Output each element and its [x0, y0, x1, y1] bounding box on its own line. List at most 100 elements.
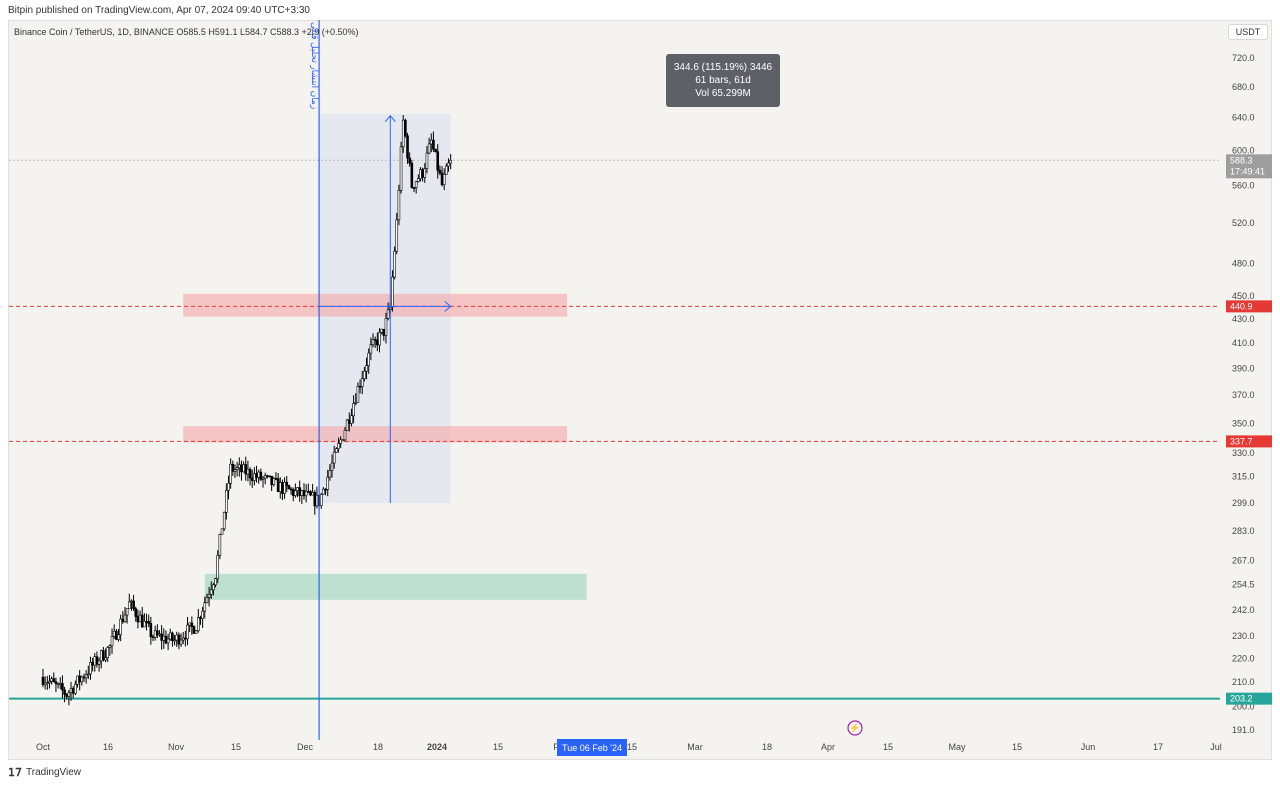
candle-body — [166, 638, 170, 644]
candle-body — [281, 482, 284, 494]
x-tick-label: 15 — [627, 742, 637, 752]
candle-body — [123, 614, 127, 623]
footer: 𝟣𝟩 TradingView — [8, 766, 81, 779]
candle-body — [106, 647, 110, 659]
y-tick-label: 520.0 — [1232, 218, 1255, 228]
candle-body — [171, 632, 174, 641]
candle-body — [421, 169, 424, 178]
y-tick-label: 200.0 — [1232, 702, 1255, 712]
y-tick-label: 450.0 — [1232, 291, 1255, 301]
candle-body — [447, 162, 450, 167]
candle-body — [112, 630, 116, 637]
candle-body — [48, 680, 51, 684]
candle-body — [285, 481, 289, 486]
candle-body — [229, 463, 232, 484]
candle-body — [136, 616, 140, 623]
price-badge-value: 203.2 — [1230, 694, 1253, 704]
candle-body — [108, 645, 112, 648]
candle-body — [378, 332, 381, 346]
y-tick-label: 330.0 — [1232, 448, 1255, 458]
candle-body — [97, 660, 101, 665]
candle-body — [41, 676, 45, 685]
candle-body — [384, 318, 388, 336]
candle-body — [259, 471, 263, 480]
candle-body — [442, 174, 446, 186]
currency-button[interactable]: USDT — [1228, 24, 1268, 40]
x-tick-label: May — [948, 742, 966, 752]
candle-body — [386, 309, 390, 319]
resistance-zone-1 — [183, 426, 568, 443]
candle-body — [414, 181, 418, 188]
candle-body — [179, 639, 183, 645]
candle-body — [266, 475, 269, 477]
support-zone-2 — [204, 573, 587, 600]
price-badge-value: 440.9 — [1230, 301, 1253, 311]
candle-body — [294, 490, 297, 496]
candle-body — [80, 676, 84, 683]
candle-body — [175, 634, 179, 641]
candle-body — [408, 157, 411, 164]
price-badge-value: 337.7 — [1230, 436, 1253, 446]
candle-body — [257, 471, 261, 478]
candle-body — [56, 683, 60, 685]
chart-frame[interactable] — [8, 20, 1272, 760]
candle-body — [412, 187, 416, 189]
candle-body — [319, 493, 323, 507]
candle-body — [352, 403, 355, 417]
candle-body — [261, 477, 265, 480]
candle-body — [274, 478, 278, 480]
candle-body — [401, 119, 405, 148]
candle-body — [270, 475, 273, 486]
candle-body — [63, 689, 66, 695]
measure-arrow-right-head — [444, 300, 452, 312]
candle-body — [158, 633, 161, 636]
lightning-icon — [847, 720, 863, 736]
candle-body — [246, 469, 250, 475]
y-tick-label: 210.0 — [1232, 677, 1255, 687]
candle-body — [326, 476, 330, 490]
candle-body — [371, 339, 375, 346]
x-tick-label: 18 — [373, 742, 383, 752]
y-tick-label: 410.0 — [1232, 338, 1255, 348]
candle-body — [61, 683, 64, 691]
x-tick-label: Mar — [687, 742, 703, 752]
candle-body — [84, 674, 88, 679]
candle-body — [222, 512, 226, 530]
lightning-glyph: ⚡ — [849, 722, 860, 734]
candle-body — [242, 464, 245, 473]
footer-brand: TradingView — [26, 767, 82, 778]
candle-body — [391, 276, 394, 307]
candle-body — [214, 578, 217, 586]
candle-body — [397, 190, 401, 221]
y-tick-label: 560.0 — [1232, 180, 1255, 190]
x-tick-label: 15 — [1012, 742, 1022, 752]
candle-body — [227, 483, 230, 491]
candle-body — [427, 143, 431, 154]
y-tick-label: 640.0 — [1232, 113, 1255, 123]
candle-body — [423, 168, 427, 178]
candle-body — [373, 339, 377, 341]
candle-body — [248, 469, 252, 479]
x-tick-label: Jun — [1081, 742, 1096, 752]
candle-body — [71, 688, 75, 694]
candle-body — [298, 487, 301, 496]
candle-body — [330, 462, 334, 471]
crosshair-date-pill: Tue 06 Feb '24 — [557, 739, 627, 756]
tradingview-logo-icon: 𝟣𝟩 — [8, 767, 22, 779]
y-tick-label: 220.0 — [1232, 653, 1255, 663]
resistance-zone-0 — [183, 293, 568, 317]
candle-body — [82, 676, 86, 679]
symbol-legend: Binance Coin / TetherUS, 1D, BINANCE O58… — [14, 27, 359, 37]
marker-vertical-label: زمان انتشار تحلیل قبلی — [309, 22, 320, 109]
y-tick-label: 267.0 — [1232, 555, 1255, 565]
candle-body — [153, 630, 157, 638]
candle-body — [138, 614, 142, 623]
candle-body — [231, 463, 235, 472]
candle-body — [149, 623, 153, 637]
measure-arrow-up-head — [384, 114, 396, 123]
candle-body — [356, 385, 360, 403]
candle-body — [380, 328, 383, 333]
candle-body — [220, 528, 224, 535]
candle-body — [240, 464, 243, 473]
